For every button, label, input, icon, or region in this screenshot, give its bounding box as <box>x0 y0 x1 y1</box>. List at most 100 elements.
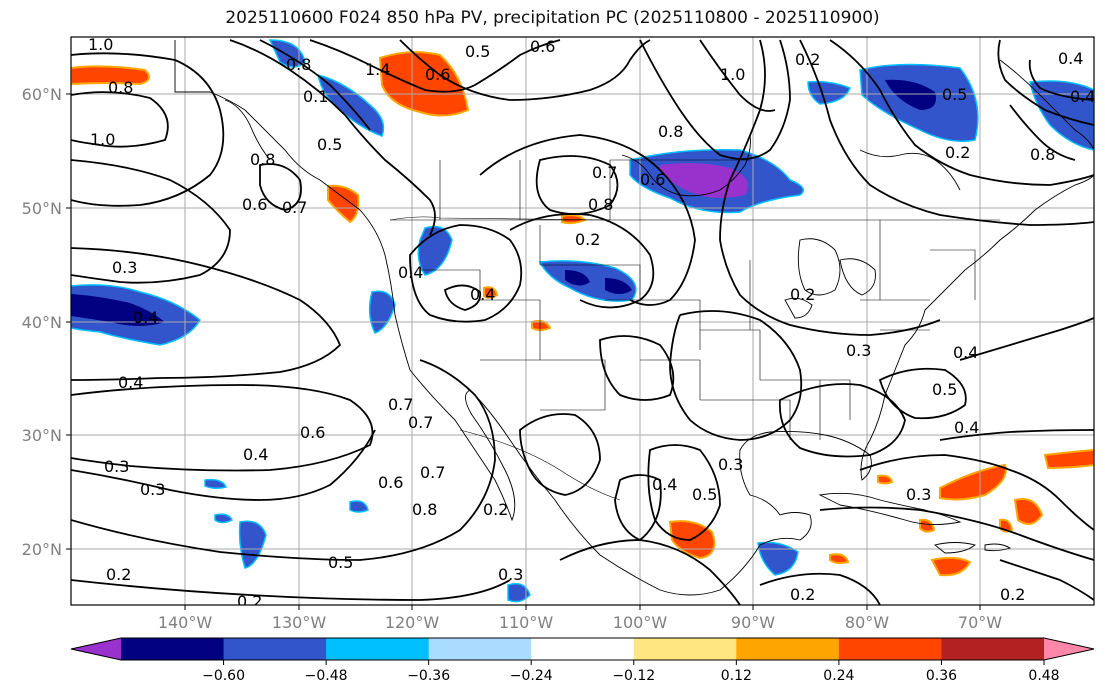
lon-label: 130°W <box>272 613 327 632</box>
contour-label: 0.7 <box>592 163 617 182</box>
lat-label: 40°N <box>22 313 62 332</box>
contour-label: 0.2 <box>575 230 600 249</box>
lat-label: 30°N <box>22 426 62 445</box>
lon-label: 80°W <box>845 613 889 632</box>
contour-label: 0.6 <box>300 423 325 442</box>
contour-label: 0.4 <box>1058 49 1083 68</box>
colorbar-swatch <box>223 638 327 660</box>
colorbar-tick-label: 0.24 <box>823 668 854 684</box>
contour-label: 0.7 <box>408 413 433 432</box>
lon-label: 120°W <box>385 613 440 632</box>
latitude-labels: 60°N 50°N 40°N 30°N 20°N <box>22 85 62 559</box>
contour-label: 0.4 <box>243 445 268 464</box>
lat-label: 60°N <box>22 85 62 104</box>
colorbar-tick-label: −0.48 <box>305 668 348 684</box>
contour-label: 0.3 <box>718 455 743 474</box>
contour-label: 0.2 <box>106 565 131 584</box>
contour-label: 0.5 <box>465 42 490 61</box>
colorbar-swatch <box>736 638 840 660</box>
contour-label: 0.1 <box>303 87 328 106</box>
coastlines <box>174 40 1094 596</box>
contour-label: 1.0 <box>720 65 745 84</box>
colorbar-swatch <box>121 638 225 660</box>
contour-label: 0.6 <box>640 170 665 189</box>
contour-label: 0.4 <box>398 263 423 282</box>
contour-label: 0.8 <box>108 78 133 97</box>
colorbar-swatch <box>941 638 1045 660</box>
contour-label: 0.2 <box>483 500 508 519</box>
contour-label: 0.6 <box>378 473 403 492</box>
lon-label: 140°W <box>158 613 213 632</box>
colorbar-swatch <box>633 638 737 660</box>
colorbar-tick-label: −0.36 <box>407 668 450 684</box>
colorbar-swatch <box>326 638 430 660</box>
state-borders <box>389 159 1000 501</box>
contour-label: 0.4 <box>470 285 495 304</box>
contour-label: 0.8 <box>1030 145 1055 164</box>
contour-label: 0.5 <box>932 380 957 399</box>
pv-contours <box>71 39 1094 605</box>
colorbar-extend-low <box>71 638 121 660</box>
contour-label: 0.6 <box>242 195 267 214</box>
axis-ticks <box>66 93 981 610</box>
contour-label: 0.3 <box>498 565 523 584</box>
lon-label: 90°W <box>731 613 775 632</box>
colorbar-outline <box>70 637 1095 661</box>
colorbar-swatch <box>838 638 942 660</box>
contour-label: 0.7 <box>420 463 445 482</box>
contour-label: 1.4 <box>365 60 390 79</box>
contour-label: 0.5 <box>328 553 353 572</box>
lon-label: 70°W <box>958 613 1002 632</box>
contour-label: 1.0 <box>90 130 115 149</box>
contour-label: 0.4 <box>652 475 677 494</box>
contour-label: 0.2 <box>795 50 820 69</box>
contour-label: 0.2 <box>237 592 262 611</box>
contour-label: 0.7 <box>388 395 413 414</box>
contour-label: 0.5 <box>692 485 717 504</box>
colorbar-extend-high <box>1044 638 1094 660</box>
contour-label: 0.5 <box>942 85 967 104</box>
contour-label: 0.4 <box>1070 87 1095 106</box>
colorbar-tick-label: −0.60 <box>202 668 245 684</box>
contour-label: 0.4 <box>953 343 978 362</box>
contour-label: 0.3 <box>906 485 931 504</box>
colorbar-tick-label: −0.12 <box>612 668 655 684</box>
lat-label: 20°N <box>22 540 62 559</box>
contour-label: 0.5 <box>317 135 342 154</box>
colorbar-tick-label: 0.12 <box>721 668 752 684</box>
contour-label: 0.2 <box>945 143 970 162</box>
contour-label: 0.8 <box>588 195 613 214</box>
contour-label: 0.3 <box>104 457 129 476</box>
colorbar-swatch <box>428 638 532 660</box>
colorbar-swatch <box>531 638 635 660</box>
colorbar-tick-label: 0.36 <box>926 668 957 684</box>
longitude-labels: 140°W 130°W 120°W 110°W 100°W 90°W 80°W … <box>158 613 1002 632</box>
map-title: 2025110600 F024 850 hPa PV, precipitatio… <box>225 8 880 28</box>
contour-label: 0.8 <box>250 150 275 169</box>
contour-labels: 1.0 0.8 1.0 0.8 0.7 0.5 0.6 0.6 0.7 0.3 … <box>88 35 1095 611</box>
contour-label: 0.2 <box>790 285 815 304</box>
colorbar: −0.60 −0.48 −0.36 −0.24 −0.12 0.12 0.24 0.36 0.4… <box>70 637 1095 684</box>
contour-label: 0.3 <box>112 258 137 277</box>
contour-label: 0.6 <box>425 65 450 84</box>
contour-label: 0.8 <box>286 55 311 74</box>
contour-label: 0.4 <box>133 308 158 327</box>
contour-label: 0.2 <box>790 585 815 604</box>
contour-label: 0.4 <box>954 418 979 437</box>
contour-label: 0.7 <box>282 198 307 217</box>
contour-label: 0.8 <box>658 122 683 141</box>
contour-label: 0.4 <box>118 373 143 392</box>
contour-label: 0.8 <box>412 500 437 519</box>
contour-label: 0.3 <box>140 480 165 499</box>
lat-label: 50°N <box>22 199 62 218</box>
contour-label: 0.2 <box>1000 585 1025 604</box>
lon-label: 100°W <box>613 613 668 632</box>
graticule <box>71 37 1094 605</box>
map-frame <box>70 36 1095 606</box>
contour-label: 1.0 <box>88 35 113 54</box>
contour-label: 0.3 <box>846 341 871 360</box>
colorbar-tick-label: −0.24 <box>510 668 553 684</box>
colorbar-tick-label: 0.48 <box>1028 668 1059 684</box>
lon-label: 110°W <box>499 613 554 632</box>
